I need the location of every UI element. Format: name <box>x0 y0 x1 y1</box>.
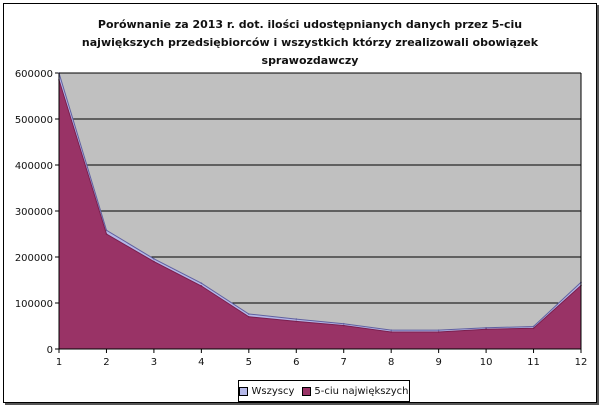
x-tick-label: 12 <box>575 357 588 368</box>
chart-frame: Porównanie za 2013 r. dot. ilości udostę… <box>3 3 597 403</box>
data-point-5-ciu-4 <box>200 285 203 287</box>
y-tick-label: 0 <box>47 345 53 356</box>
chart-legend: Wszyscy 5-ciu największych <box>238 380 410 402</box>
data-point-wszyscy-9 <box>437 329 440 331</box>
data-point-5-ciu-2 <box>105 233 108 235</box>
x-tick-label: 11 <box>527 357 540 368</box>
data-point-5-ciu-6 <box>295 320 298 323</box>
data-point-5-ciu-11 <box>532 327 535 330</box>
y-tick-label: 300000 <box>15 207 53 218</box>
x-tick-label: 10 <box>480 357 493 368</box>
x-tick-label: 4 <box>198 357 204 368</box>
data-point-wszyscy-11 <box>532 325 535 328</box>
data-point-5-ciu-10 <box>485 328 487 331</box>
data-point-5-ciu-5 <box>248 316 250 318</box>
data-point-wszyscy-7 <box>342 322 345 325</box>
x-tick-label: 5 <box>246 357 252 368</box>
legend-swatch-wszyscy <box>239 386 249 396</box>
data-point-wszyscy-10 <box>485 327 487 329</box>
data-point-wszyscy-8 <box>390 329 392 331</box>
data-point-5-ciu-7 <box>342 324 345 327</box>
y-tick-label: 200000 <box>15 253 53 264</box>
y-tick-label: 400000 <box>15 161 53 172</box>
legend-label-5-ciu: 5-ciu największych <box>314 385 409 397</box>
x-tick-label: 2 <box>103 357 109 368</box>
y-tick-label: 500000 <box>15 115 53 126</box>
data-point-wszyscy-4 <box>200 282 203 285</box>
data-point-wszyscy-2 <box>105 229 108 232</box>
data-point-5-ciu-8 <box>390 331 392 333</box>
data-point-wszyscy-5 <box>248 313 250 315</box>
legend-item-5-ciu: 5-ciu największych <box>302 385 409 397</box>
chart-title: Porównanie za 2013 r. dot. ilości udostę… <box>81 18 539 67</box>
x-tick-label: 7 <box>341 357 347 368</box>
legend-swatch-5-ciu <box>302 386 312 396</box>
x-tick-label: 6 <box>293 357 299 368</box>
x-tick-label: 9 <box>435 357 441 368</box>
data-point-5-ciu-3 <box>153 260 155 263</box>
legend-label-wszyscy: Wszyscy <box>251 385 295 397</box>
x-tick-label: 1 <box>56 357 62 368</box>
data-point-wszyscy-3 <box>153 258 155 260</box>
x-tick-label: 3 <box>151 357 157 368</box>
y-tick-label: 100000 <box>15 299 53 310</box>
y-tick-label: 600000 <box>15 69 53 80</box>
data-point-wszyscy-6 <box>295 318 298 320</box>
data-point-5-ciu-9 <box>437 331 440 333</box>
legend-item-wszyscy: Wszyscy <box>239 386 294 397</box>
x-tick-label: 8 <box>388 357 394 368</box>
